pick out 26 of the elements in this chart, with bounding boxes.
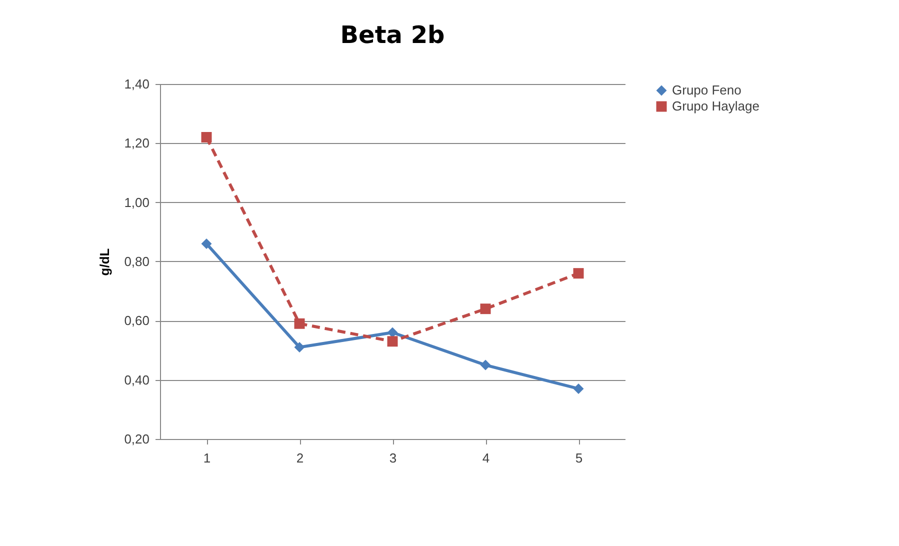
y-axis-title: g/dL <box>97 248 112 276</box>
y-tick-label: 1,00 <box>124 194 150 210</box>
chart-title: Beta 2b <box>340 21 445 49</box>
point <box>480 304 491 314</box>
y-tick-label: 0,40 <box>124 372 150 388</box>
y-tick-label: 0,60 <box>124 313 150 328</box>
y-tick-label: 1,40 <box>124 76 150 92</box>
x-tick-label: 1 <box>203 450 211 466</box>
legend-label: Grupo Feno <box>672 82 742 98</box>
point <box>294 318 305 329</box>
x-tick-label: 3 <box>389 450 397 466</box>
y-tick-label: 0,80 <box>124 254 150 269</box>
point <box>294 342 305 353</box>
point <box>387 336 398 347</box>
point <box>573 268 584 279</box>
point <box>480 360 491 370</box>
point <box>573 383 584 394</box>
point <box>387 327 398 338</box>
y-tick-label: 1,20 <box>124 136 150 151</box>
point <box>201 238 212 249</box>
point <box>201 132 212 142</box>
x-tick-label: 4 <box>482 450 490 466</box>
legend-label: Grupo Haylage <box>672 98 760 114</box>
x-tick-label: 2 <box>296 450 304 466</box>
y-tick-label: 0,20 <box>124 432 150 446</box>
x-tick-label: 5 <box>575 450 583 466</box>
